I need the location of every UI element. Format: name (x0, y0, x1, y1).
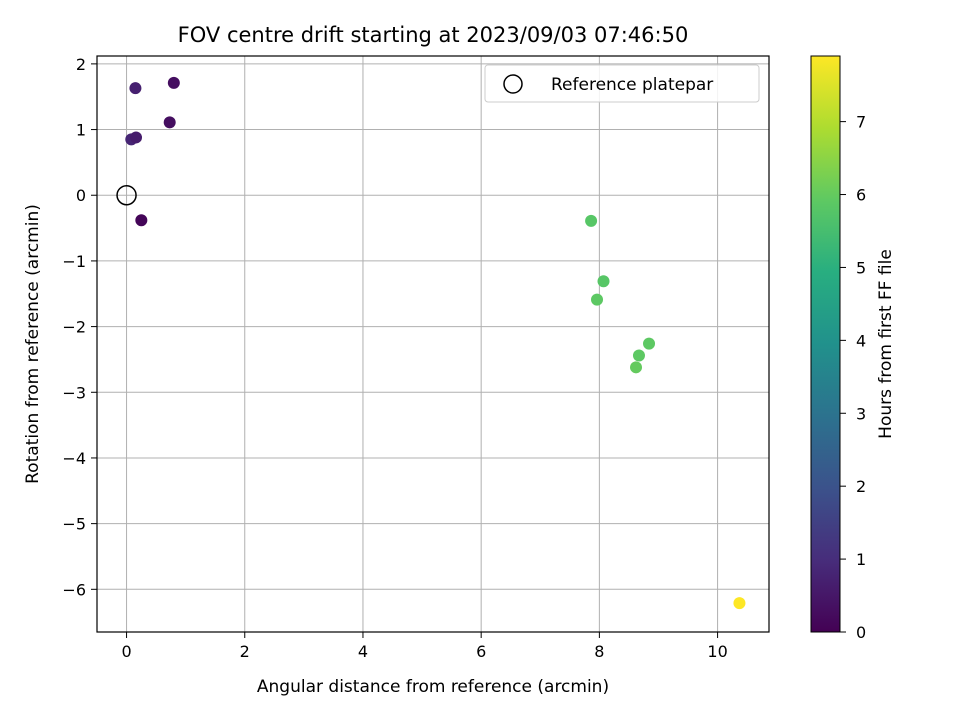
chart-title: FOV centre drift starting at 2023/09/03 … (178, 23, 689, 47)
data-point (597, 275, 610, 288)
x-tick-label: 4 (358, 642, 368, 661)
y-tick-label: 1 (76, 121, 86, 140)
x-tick-label: 10 (707, 642, 727, 661)
x-tick-label: 2 (240, 642, 250, 661)
colorbar-tick-label: 5 (856, 258, 866, 277)
colorbar-tick-label: 2 (856, 477, 866, 496)
data-point (630, 361, 643, 374)
legend-label: Reference platepar (551, 75, 713, 95)
y-tick-label: −6 (62, 580, 86, 599)
plot-frame (96, 55, 770, 633)
colorbar-ticks: 0 1 2 3 4 5 6 7 (840, 113, 866, 642)
colorbar-tick-label: 6 (856, 186, 866, 205)
colorbar: 0 1 2 3 4 5 6 7 Hours from first FF file (810, 55, 896, 642)
data-point (163, 116, 176, 129)
data-point (130, 131, 143, 144)
colorbar-tick-label: 7 (856, 113, 866, 132)
reference-marker (116, 184, 137, 206)
x-tick-label: 0 (121, 642, 131, 661)
data-point (167, 76, 180, 89)
reference-point-marker (116, 184, 137, 206)
y-tick-label: −1 (62, 252, 86, 271)
x-tick-label: 6 (476, 642, 486, 661)
y-axis-ticks: 2 1 0 −1 −2 −3 −4 −5 −6 (62, 55, 97, 599)
x-axis-ticks: 0 2 4 6 8 10 (121, 632, 728, 661)
legend-box (484, 64, 760, 103)
x-tick-label: 8 (594, 642, 604, 661)
data-point (585, 214, 598, 227)
data-point (135, 214, 148, 227)
y-tick-label: −5 (62, 515, 86, 534)
colorbar-tick-label: 3 (856, 404, 866, 423)
colorbar-tick-label: 1 (856, 550, 866, 569)
y-tick-label: −2 (62, 318, 86, 337)
x-axis-label: Angular distance from reference (arcmin) (257, 677, 609, 697)
y-tick-label: 2 (76, 55, 86, 74)
data-points (125, 76, 746, 610)
data-point (643, 337, 656, 350)
y-tick-label: 0 (76, 186, 86, 205)
y-tick-label: −4 (62, 449, 86, 468)
legend-reference-marker (503, 74, 523, 94)
y-tick-label: −3 (62, 383, 86, 402)
colorbar-tick-label: 4 (856, 331, 866, 350)
colorbar-label: Hours from first FF file (876, 249, 896, 439)
grid (97, 56, 769, 632)
y-axis-label: Rotation from reference (arcmin) (23, 204, 43, 484)
data-point (733, 597, 746, 610)
data-point (129, 82, 142, 95)
data-point (632, 349, 645, 362)
data-point (591, 293, 604, 306)
legend: Reference platepar (484, 64, 760, 103)
colorbar-gradient (810, 55, 841, 633)
colorbar-tick-label: 0 (856, 623, 866, 642)
